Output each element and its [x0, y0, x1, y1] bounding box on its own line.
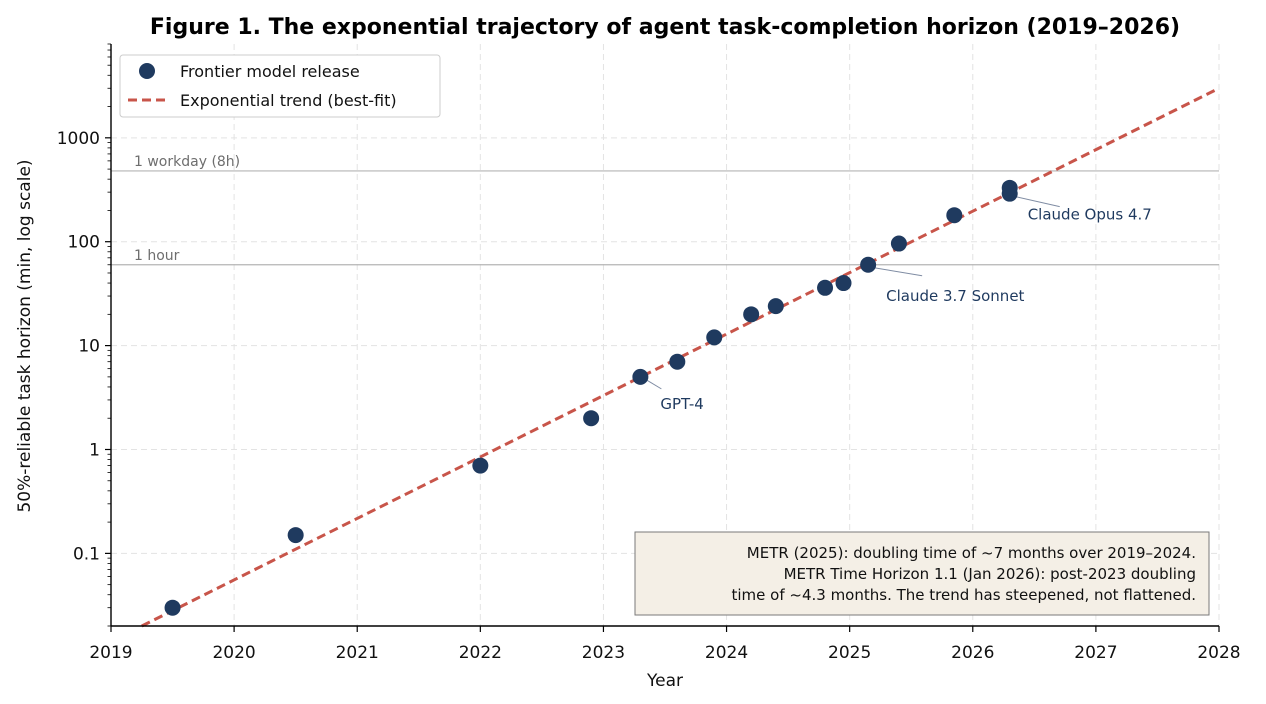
axes: 2019 2020 2021 2022 2023 2024 2025 2026 2027 2028… — [57, 43, 1241, 663]
annotation-label: Claude 3.7 Sonnet — [886, 287, 1024, 305]
x-tick-label: 2027 — [1074, 643, 1117, 663]
data-point — [583, 410, 600, 427]
legend-marker-points — [139, 63, 155, 79]
x-tick-label: 2019 — [89, 643, 132, 663]
data-point — [1001, 179, 1018, 196]
x-tick-label: 2026 — [951, 643, 994, 663]
x-tick-label: 2025 — [828, 643, 871, 663]
x-tick-label: 2021 — [336, 643, 379, 663]
y-tick-label: 100 — [68, 233, 100, 253]
note-box: METR (2025): doubling time of ~7 months … — [634, 531, 1210, 616]
note-background — [634, 531, 1210, 616]
y-tick-label: 1000 — [57, 129, 100, 149]
annotation-label: Claude Opus 4.7 — [1028, 206, 1152, 224]
data-point — [835, 275, 852, 292]
trend-layer — [141, 86, 1220, 628]
data-point — [946, 207, 963, 224]
data-points — [164, 179, 1018, 616]
note-line-2: METR Time Horizon 1.1 (Jan 2026): post-2… — [784, 565, 1196, 583]
annotations: GPT-4 Claude 3.7 Sonnet Claude Opus 4.7 — [646, 196, 1152, 413]
x-tick-label: 2024 — [705, 643, 748, 663]
annotation-label: GPT-4 — [660, 395, 703, 413]
x-tick-label: 2020 — [212, 643, 255, 663]
note-line-1: METR (2025): doubling time of ~7 months … — [747, 544, 1196, 562]
data-point — [472, 457, 489, 474]
reference-lines: 1 workday (8h) 1 hour — [111, 154, 1219, 266]
data-point — [706, 329, 723, 346]
annotation-leader — [1015, 196, 1060, 208]
data-point — [743, 306, 760, 323]
data-point — [632, 368, 649, 385]
legend-label-trend: Exponential trend (best-fit) — [180, 91, 397, 110]
reference-line-label: 1 hour — [134, 248, 180, 264]
x-tick-label: 2023 — [582, 643, 625, 663]
annotation-leader — [874, 267, 923, 277]
legend-box — [119, 54, 441, 118]
data-point — [817, 279, 834, 296]
legend-label-points: Frontier model release — [180, 62, 360, 81]
data-point — [890, 235, 907, 252]
data-point — [164, 599, 181, 616]
grid — [110, 44, 1220, 626]
trend-line — [141, 86, 1220, 628]
y-tick-label: 0.1 — [73, 544, 100, 564]
data-point — [860, 256, 877, 273]
x-tick-label: 2022 — [459, 643, 502, 663]
chart-title: Figure 1. The exponential trajectory of … — [150, 15, 1180, 40]
annotation-leader — [646, 379, 662, 390]
data-point — [767, 298, 784, 315]
note-line-3: time of ~4.3 months. The trend has steep… — [732, 586, 1197, 604]
x-axis-label: Year — [646, 671, 683, 691]
data-point — [287, 527, 304, 544]
y-axis-label: 50%-reliable task horizon (min, log scal… — [15, 159, 35, 512]
y-tick-label: 10 — [78, 337, 100, 357]
legend: Frontier model release Exponential trend… — [119, 54, 441, 118]
reference-line-label: 1 workday (8h) — [134, 154, 240, 170]
data-point — [669, 353, 686, 370]
x-tick-label: 2028 — [1197, 643, 1240, 663]
y-tick-label: 1 — [89, 440, 100, 460]
